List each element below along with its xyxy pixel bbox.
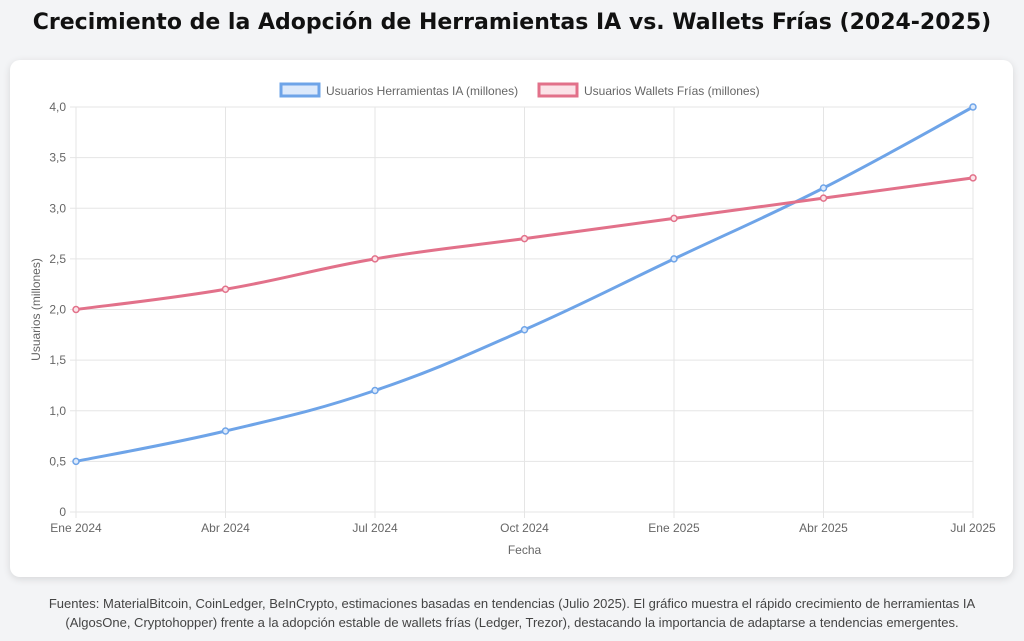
- legend-label: Usuarios Herramientas IA (millones): [326, 84, 518, 98]
- data-point: [819, 184, 828, 192]
- x-axis-title: Fecha: [508, 543, 542, 557]
- data-point: [520, 326, 529, 334]
- y-tick-label: 3,0: [49, 201, 66, 215]
- sources-footer: Fuentes: MaterialBitcoin, CoinLedger, Be…: [48, 596, 976, 630]
- y-axis-title: Usuarios (millones): [29, 258, 43, 361]
- data-point: [520, 234, 529, 243]
- chart-card: [10, 60, 1013, 577]
- y-tick-label: 4,0: [49, 100, 66, 114]
- data-point: [969, 103, 977, 111]
- x-tick-label: Ene 2025: [648, 521, 700, 535]
- data-point: [221, 427, 230, 435]
- x-tick-label: Jul 2025: [950, 521, 996, 535]
- x-tick-label: Oct 2024: [500, 521, 549, 535]
- data-point: [969, 174, 977, 182]
- y-tick-label: 0: [59, 505, 66, 519]
- y-tick-label: 3,5: [49, 151, 66, 165]
- data-point: [371, 386, 379, 395]
- data-point: [72, 305, 80, 314]
- legend-swatch: [279, 82, 321, 98]
- x-tick-label: Jul 2024: [352, 521, 398, 535]
- data-point: [819, 194, 828, 202]
- page-title: Crecimiento de la Adopción de Herramient…: [32, 10, 992, 35]
- y-tick-label: 2,0: [49, 303, 66, 317]
- data-point: [670, 255, 678, 263]
- legend-swatch: [537, 82, 579, 98]
- x-tick-label: Ene 2024: [50, 521, 102, 535]
- data-point: [670, 214, 678, 223]
- x-tick-label: Abr 2025: [799, 521, 848, 535]
- data-point: [221, 285, 230, 293]
- y-tick-label: 0,5: [49, 454, 66, 468]
- data-point: [72, 457, 80, 466]
- x-tick-label: Abr 2024: [201, 521, 250, 535]
- y-tick-label: 1,5: [49, 353, 66, 367]
- legend-label: Usuarios Wallets Frías (millones): [584, 84, 760, 98]
- y-tick-label: 1,0: [49, 404, 66, 418]
- data-point: [371, 255, 379, 263]
- y-tick-label: 2,5: [49, 252, 66, 266]
